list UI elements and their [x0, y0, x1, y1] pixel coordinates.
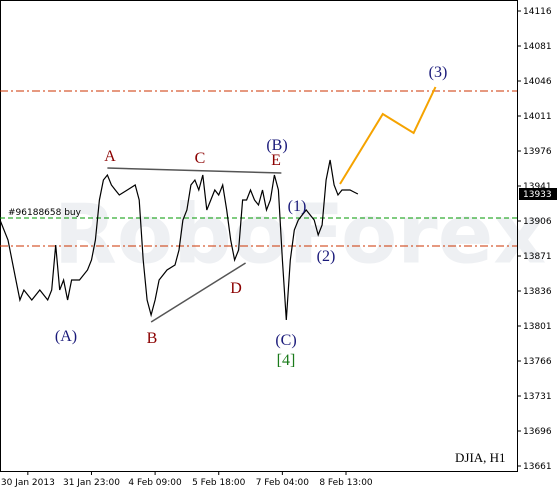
y-tick-label: 13871 [523, 252, 552, 262]
y-tick-label: 14116 [523, 7, 552, 17]
watermark: RoboForex [54, 187, 546, 282]
wave-label: B [147, 330, 158, 347]
wave-label: [4] [277, 352, 296, 369]
trend-line [150, 262, 246, 323]
y-tick-label: 13976 [523, 147, 552, 157]
wave-label: E [271, 152, 281, 169]
y-tick-label: 14046 [523, 77, 552, 87]
x-tick-label: 4 Feb 09:00 [128, 478, 182, 488]
wave-label: (1) [288, 198, 307, 215]
wave-label: A [104, 148, 116, 165]
x-tick-label: 30 Jan 2013 [1, 478, 55, 488]
wave-label: (A) [55, 328, 77, 345]
price-label: 13933 [523, 190, 552, 200]
wave-label: C [195, 150, 206, 167]
y-tick-label: 13836 [523, 287, 552, 297]
y-tick-label: 14011 [523, 112, 552, 122]
x-tick-label: 7 Feb 04:00 [256, 478, 310, 488]
y-tick-label: 13941 [523, 182, 552, 192]
wave-label: (B) [266, 137, 287, 154]
y-tick-label: 14081 [523, 42, 552, 52]
order-label: #96188658 buy [8, 208, 82, 218]
chart-title: DJIA, H1 [455, 450, 506, 465]
price-box [519, 188, 557, 200]
y-tick-label: 13696 [523, 427, 552, 437]
trend-line [107, 167, 282, 174]
wave-label: (2) [317, 248, 336, 265]
wave-label: (C) [275, 332, 296, 349]
wave-label: D [230, 280, 242, 297]
x-tick-label: 5 Feb 18:00 [192, 478, 246, 488]
y-tick-label: 13661 [523, 462, 552, 472]
price-line [0, 159, 359, 321]
y-tick-label: 13801 [523, 322, 552, 332]
plot-frame [0, 0, 518, 472]
x-tick-label: 8 Feb 13:00 [319, 478, 373, 488]
y-tick-label: 13766 [523, 357, 552, 367]
y-tick-label: 13731 [523, 392, 552, 402]
wave-label: (3) [429, 64, 448, 81]
x-tick-label: 31 Jan 23:00 [63, 478, 120, 488]
y-tick-label: 13906 [523, 217, 552, 227]
forecast-line [339, 86, 437, 185]
